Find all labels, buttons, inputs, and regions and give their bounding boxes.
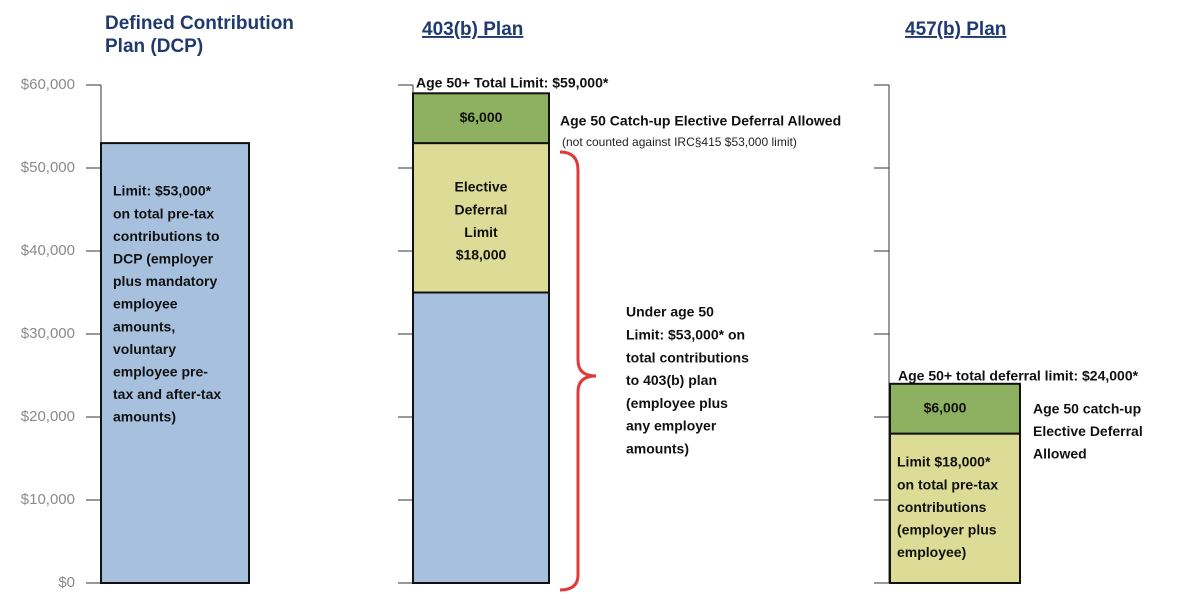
segment-label: contributions [897, 499, 987, 515]
segment-label: Elective [455, 179, 508, 195]
annotation: to 403(b) plan [626, 372, 717, 388]
segment-label: (employer plus [897, 522, 997, 538]
segment-label: contributions to [113, 228, 220, 244]
segment-label: $6,000 [924, 399, 967, 415]
y-tick-label: $30,000 [21, 325, 75, 342]
segment-label: employee pre- [113, 364, 208, 380]
segment-label: DCP (employer [113, 251, 214, 267]
plan-title: Defined Contribution [105, 13, 294, 34]
segment-label: $18,000 [456, 247, 507, 263]
bar-segment [889, 382, 1021, 435]
plan-title: 457(b) Plan [905, 19, 1006, 40]
segment-label: amounts) [113, 409, 176, 425]
y-tick-label: $10,000 [21, 491, 75, 508]
segment-label: tax and after-tax [113, 386, 221, 402]
annotation: Age 50 Catch-up Elective Deferral Allowe… [560, 113, 841, 129]
segment-label: $6,000 [460, 109, 503, 125]
annotation: Elective Deferral [1033, 423, 1143, 439]
y-tick-label: $40,000 [21, 242, 75, 259]
annotation: amounts) [626, 441, 689, 457]
plan-title: Plan (DCP) [105, 36, 203, 57]
annotation: Age 50+ total deferral limit: $24,000* [898, 368, 1139, 384]
y-tick-label: $20,000 [21, 408, 75, 425]
bar-segment [412, 291, 550, 584]
segment-label: on total pre-tax [897, 476, 998, 492]
annotation: Under age 50 [626, 304, 714, 320]
segment-label: Deferral [455, 201, 508, 217]
segment-label: employee [113, 296, 178, 312]
bracket [559, 150, 597, 592]
y-tick-label: $0 [58, 574, 75, 591]
annotation: (employee plus [626, 395, 728, 411]
segment-label: plus mandatory [113, 273, 217, 289]
bar-segment [412, 142, 550, 294]
segment-label: Limit $18,000* [897, 454, 991, 470]
y-tick-label: $50,000 [21, 159, 75, 176]
segment-label: on total pre-tax [113, 205, 214, 221]
annotation: Age 50+ Total Limit: $59,000* [416, 75, 609, 91]
annotation: total contributions [626, 349, 749, 365]
y-tick-label: $60,000 [21, 76, 75, 93]
plan-title: 403(b) Plan [422, 19, 523, 40]
bar-segment [412, 92, 550, 145]
annotation: any employer [626, 418, 717, 434]
annotation: Limit: $53,000* on [626, 327, 745, 343]
segment-label: Limit: $53,000* [113, 183, 212, 199]
annotation-note: (not counted against IRC§415 $53,000 lim… [562, 135, 797, 149]
segment-label: amounts, [113, 318, 175, 334]
segment-label: voluntary [113, 341, 176, 357]
annotation: Age 50 catch-up [1033, 401, 1141, 417]
segment-label: Limit [464, 224, 498, 240]
annotation: Allowed [1033, 446, 1087, 462]
bar-segment [100, 142, 250, 584]
segment-label: employee) [897, 544, 966, 560]
